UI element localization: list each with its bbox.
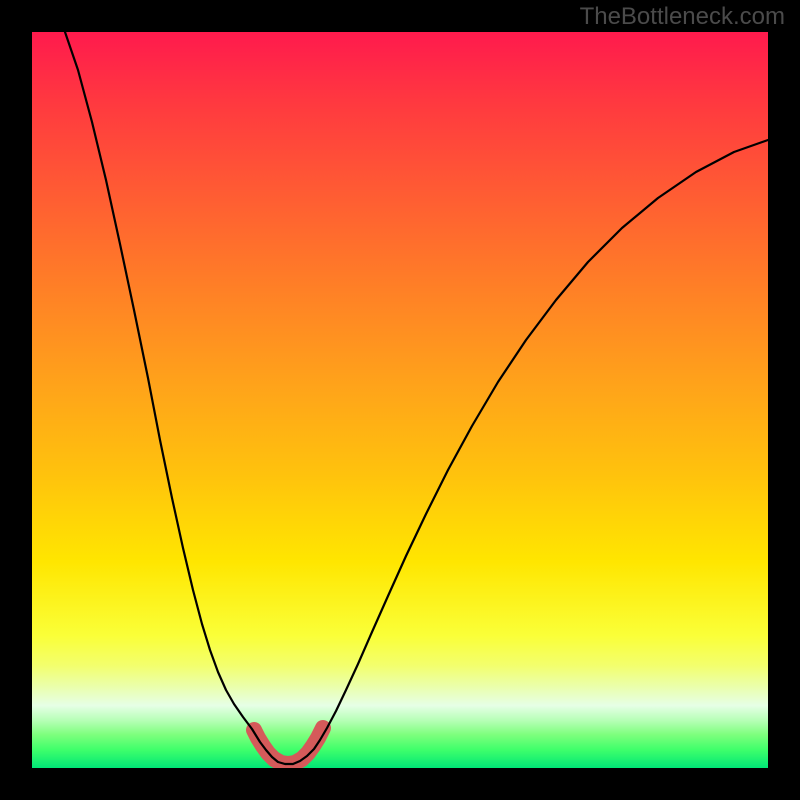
plot-background (32, 32, 768, 768)
chart-canvas (0, 0, 800, 800)
watermark-text: TheBottleneck.com (580, 3, 785, 31)
